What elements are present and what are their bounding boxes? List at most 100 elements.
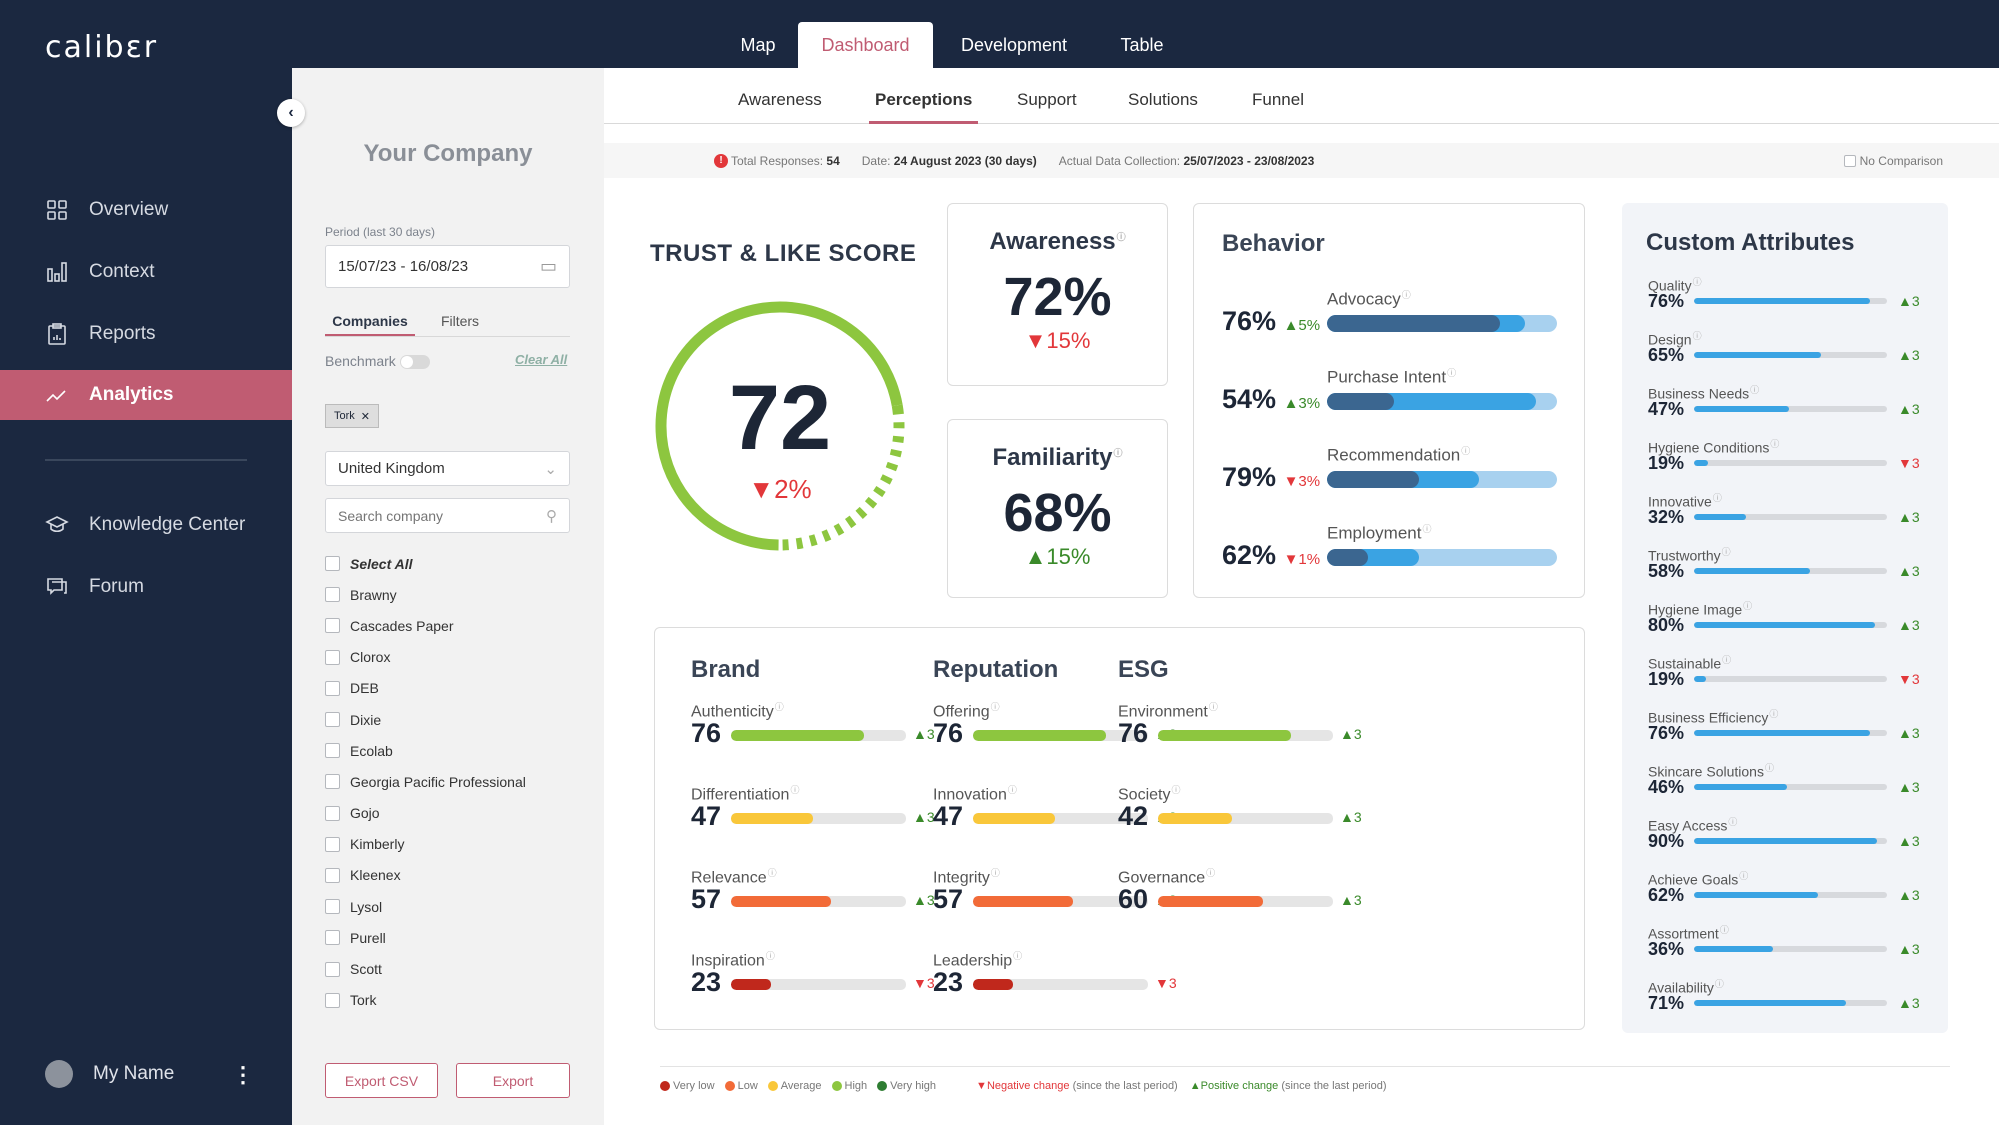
tab-table[interactable]: Table [1120,34,1164,55]
help-icon[interactable]: ⓘ [1743,601,1753,611]
bar-dark-fill [1327,315,1500,332]
help-icon[interactable]: ⓘ [1728,817,1738,827]
tab-development[interactable]: Development [960,34,1068,55]
help-icon[interactable]: ⓘ [790,785,800,795]
group-row: Environmentⓘ 76 ▲3 [1118,700,1368,783]
period-label: Period (last 30 days) [325,225,436,239]
subtab-funnel[interactable]: Funnel [1252,90,1304,109]
tab-filters[interactable]: Filters [440,313,480,329]
help-icon[interactable]: ⓘ [767,868,777,878]
subtab-awareness[interactable]: Awareness [738,90,822,109]
company-checkbox[interactable]: Brawny [325,579,526,610]
metric-label: Governance [1118,869,1206,887]
help-icon[interactable]: ⓘ [1422,524,1432,534]
help-icon[interactable]: ⓘ [1013,951,1023,961]
company-checkbox[interactable]: Georgia Pacific Professional [325,766,526,797]
company-checkbox[interactable]: Purell [325,922,526,953]
sidebar-item-knowledge-center[interactable]: Knowledge Center [0,500,292,550]
company-checkbox[interactable]: DEB [325,673,526,704]
sidebar-item-forum[interactable]: Forum [0,562,292,612]
help-icon[interactable]: ⓘ [1007,785,1017,795]
checkbox[interactable] [325,930,340,946]
metric-label: Offering [933,703,990,721]
help-icon[interactable]: ⓘ [1447,368,1457,378]
export-button[interactable]: Export [456,1063,570,1098]
search-company-field[interactable]: ⚲ [325,498,570,533]
checkbox[interactable] [325,805,340,821]
company-checkbox[interactable]: Tork [325,985,526,1016]
company-checkbox[interactable]: Kleenex [325,860,526,891]
help-icon[interactable]: ⓘ [1764,763,1774,773]
help-icon[interactable]: ⓘ [1692,277,1702,287]
sidebar-item-overview[interactable]: Overview [0,185,292,235]
sidebar-item-context[interactable]: Context [0,247,292,297]
checkbox[interactable] [325,649,340,665]
tab-companies[interactable]: Companies [325,313,415,336]
subtab-perceptions[interactable]: Perceptions [869,90,979,124]
score-bar [973,896,1148,907]
checkbox[interactable] [325,867,340,883]
help-icon[interactable]: ⓘ [1116,232,1126,242]
help-icon[interactable]: ⓘ [1692,331,1702,341]
help-icon[interactable]: ⓘ [1113,448,1123,458]
help-icon[interactable]: ⓘ [1171,785,1181,795]
subtab-solutions[interactable]: Solutions [1128,90,1198,109]
help-icon[interactable]: ⓘ [1739,871,1749,881]
company-checkbox[interactable]: Ecolab [325,735,526,766]
select-all-checkbox[interactable]: Select All [325,548,526,579]
help-icon[interactable]: ⓘ [1206,868,1216,878]
checkbox[interactable] [325,992,340,1008]
company-checkbox[interactable]: Dixie [325,704,526,735]
company-checkbox[interactable]: Kimberly [325,829,526,860]
company-checkbox[interactable]: Cascades Paper [325,610,526,641]
period-date-field[interactable]: 15/07/23 - 16/08/23 ▭ [325,245,570,288]
sidebar-item-analytics[interactable]: Analytics [0,370,292,420]
attribute-bar-fill [1694,568,1810,574]
checkbox[interactable] [325,712,340,728]
company-checkbox[interactable]: Clorox [325,642,526,673]
subtab-support[interactable]: Support [1017,90,1077,109]
help-icon[interactable]: ⓘ [765,951,775,961]
checkbox[interactable] [325,587,340,603]
help-icon[interactable]: ⓘ [1721,547,1731,557]
sidebar-item-reports[interactable]: Reports [0,309,292,359]
help-icon[interactable]: ⓘ [1401,290,1411,300]
help-icon[interactable]: ⓘ [1208,702,1218,712]
checkbox[interactable] [325,680,340,696]
attribute-label: Trustworthy [1648,547,1721,564]
help-icon[interactable]: ⓘ [1750,385,1760,395]
help-icon[interactable]: ⓘ [1712,493,1722,503]
tab-map[interactable]: Map [740,34,776,55]
collapse-sidebar-button[interactable]: ‹ [277,99,305,127]
checkbox[interactable] [325,836,340,852]
country-select[interactable]: United Kingdom ⌄ [325,451,570,486]
user-menu[interactable]: My Name [45,1060,174,1088]
close-icon[interactable]: ✕ [360,410,370,423]
help-icon[interactable]: ⓘ [990,702,1000,712]
help-icon[interactable]: ⓘ [1770,439,1780,449]
clear-all-link[interactable]: Clear All [515,352,568,367]
help-icon[interactable]: ⓘ [990,868,1000,878]
help-icon[interactable]: ⓘ [1714,979,1724,989]
help-icon[interactable]: ⓘ [1769,709,1779,719]
help-icon[interactable]: ⓘ [774,702,784,712]
company-checkbox[interactable]: Scott [325,953,526,984]
no-comparison-checkbox[interactable]: No Comparison [1843,154,1943,168]
benchmark-toggle[interactable] [399,355,430,370]
help-icon[interactable]: ⓘ [1461,446,1471,456]
checkbox[interactable] [325,961,340,977]
checkbox[interactable] [325,774,340,790]
score-bar [973,979,1148,990]
company-checkbox[interactable]: Lysol [325,891,526,922]
help-icon[interactable]: ⓘ [1722,655,1732,665]
tab-dashboard[interactable]: Dashboard [798,22,933,68]
checkbox[interactable] [325,899,340,915]
more-options-icon[interactable]: ⋮ [232,1062,254,1087]
checkbox[interactable] [325,743,340,759]
help-icon[interactable]: ⓘ [1719,925,1729,935]
search-company-input[interactable] [338,507,518,524]
country-value: United Kingdom [338,460,445,477]
export-csv-button[interactable]: Export CSV [325,1063,438,1098]
checkbox[interactable] [325,618,340,634]
company-checkbox[interactable]: Gojo [325,798,526,829]
